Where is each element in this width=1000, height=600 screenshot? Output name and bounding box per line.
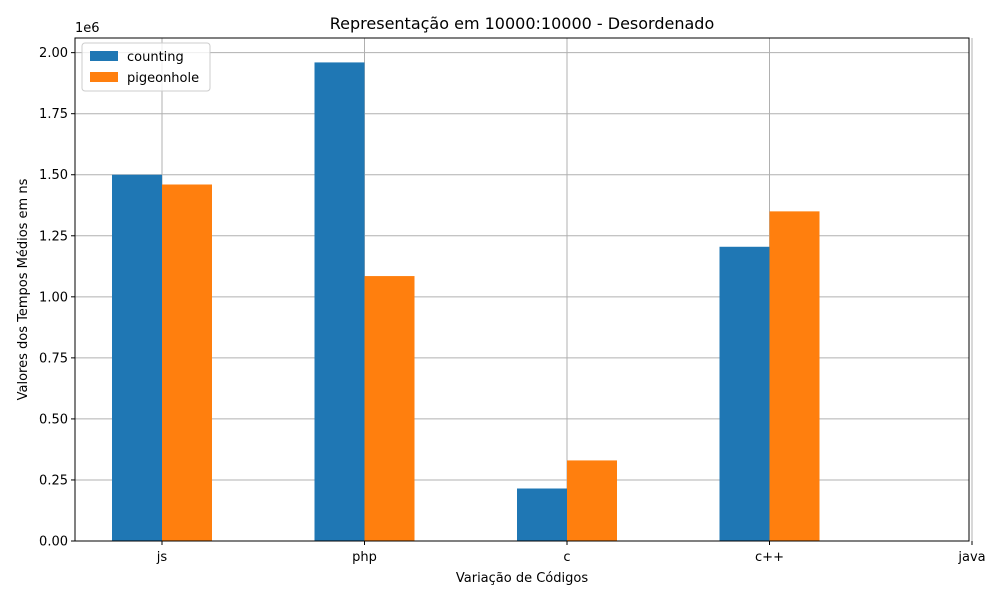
legend-label-pigeonhole: pigeonhole — [127, 71, 199, 86]
y-axis-title: Valores dos Tempos Médios em ns — [16, 178, 31, 400]
x-tick-label: java — [957, 550, 985, 565]
y-tick-label: 1.75 — [39, 107, 68, 122]
bar-pigeonhole-js — [162, 184, 212, 541]
y-offset-label: 1e6 — [75, 21, 100, 36]
chart-title: Representação em 10000:10000 - Desordena… — [330, 14, 714, 33]
y-tick-label: 1.50 — [39, 168, 68, 183]
ticks-layer: 0.00 0.25 0.50 0.75 1.00 1.25 1.50 1.75 2.00 js ph… — [39, 46, 986, 565]
x-tick-label: c++ — [755, 550, 784, 565]
x-tick-label: c — [563, 550, 570, 565]
bar-pigeonhole-php — [364, 276, 415, 541]
bar-counting-php — [314, 62, 365, 541]
bars-layer — [112, 62, 820, 542]
y-tick-label: 0.00 — [39, 535, 68, 550]
bar-counting-c — [517, 488, 567, 541]
legend: counting pigeonhole — [81, 42, 211, 92]
y-tick-label: 0.75 — [39, 351, 68, 366]
x-tick-label: js — [156, 550, 168, 565]
y-tick-label: 1.00 — [39, 290, 68, 305]
y-tick-label: 0.25 — [39, 473, 68, 488]
bar-counting-js — [112, 174, 162, 542]
x-axis-title: Variação de Códigos — [456, 571, 588, 586]
plot-frame — [74, 37, 970, 542]
legend-swatch-counting — [90, 51, 118, 61]
bar-counting-c++ — [719, 246, 770, 542]
x-tick-label: php — [352, 550, 377, 565]
bar-pigeonhole-c++ — [769, 211, 820, 541]
legend-label-counting: counting — [127, 50, 184, 65]
y-tick-label: 1.25 — [39, 229, 68, 244]
bar-pigeonhole-c — [567, 460, 617, 541]
y-tick-label: 0.50 — [39, 412, 68, 427]
y-tick-label: 2.00 — [39, 46, 68, 61]
legend-swatch-pigeonhole — [90, 72, 118, 82]
